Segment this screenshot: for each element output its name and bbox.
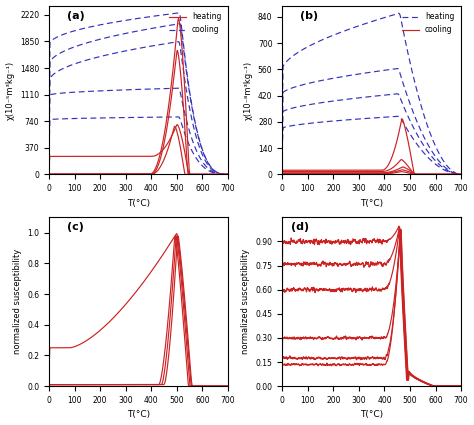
Text: (a): (a) <box>67 11 85 21</box>
Legend: heating, cooling: heating, cooling <box>166 9 224 37</box>
Y-axis label: normalized susceptibility: normalized susceptibility <box>241 249 250 354</box>
X-axis label: T(°C): T(°C) <box>127 198 150 208</box>
Text: (d): (d) <box>291 222 309 232</box>
Y-axis label: χ(10⁻⁸m³kg⁻¹): χ(10⁻⁸m³kg⁻¹) <box>243 60 252 119</box>
X-axis label: T(°C): T(°C) <box>127 411 150 419</box>
Text: (b): (b) <box>300 11 318 21</box>
X-axis label: T(°C): T(°C) <box>360 198 383 208</box>
Y-axis label: χ(10⁻⁵m³kg⁻¹): χ(10⁻⁵m³kg⁻¹) <box>6 60 15 119</box>
Text: (c): (c) <box>67 222 84 232</box>
Legend: heating, cooling: heating, cooling <box>399 9 457 37</box>
X-axis label: T(°C): T(°C) <box>360 411 383 419</box>
Y-axis label: normalized susceptibility: normalized susceptibility <box>13 249 22 354</box>
